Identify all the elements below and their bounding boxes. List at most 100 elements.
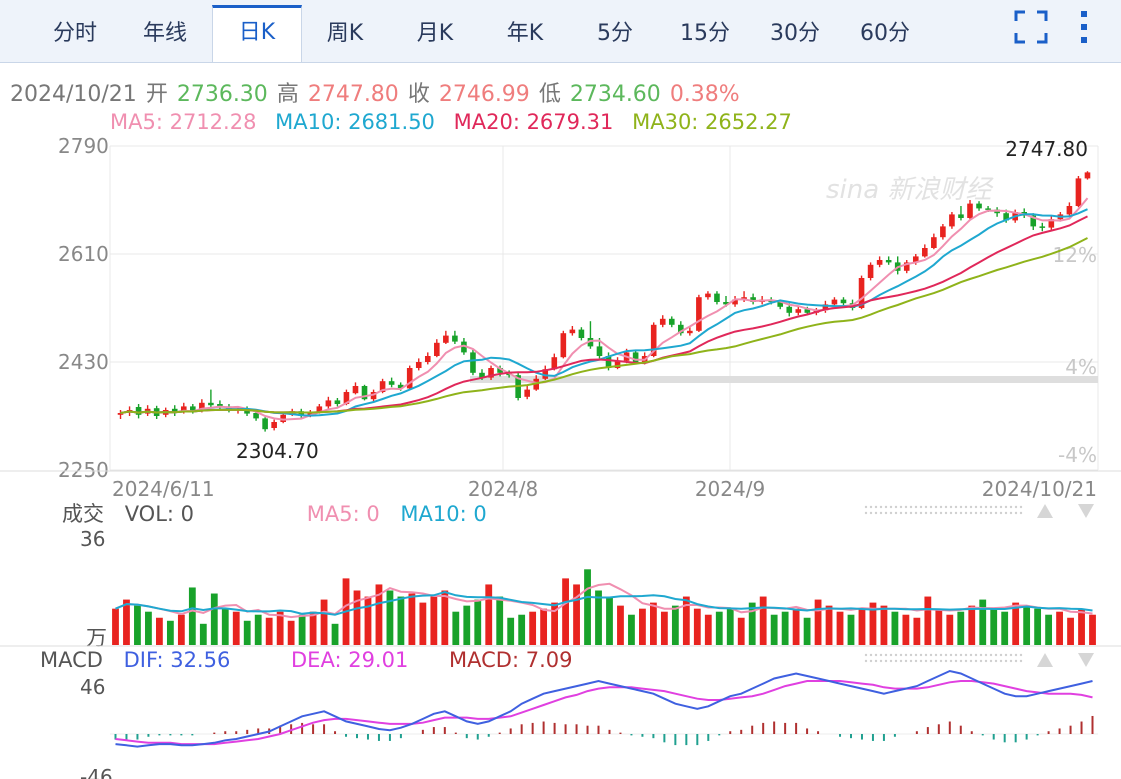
macd-scroll-dots — [924, 659, 928, 663]
candle-body — [298, 411, 305, 416]
volume-bar — [1001, 611, 1009, 645]
volume-bar — [166, 620, 174, 645]
volume-bar — [1023, 605, 1031, 645]
volume-bar — [715, 611, 723, 645]
candle-body — [1048, 219, 1055, 228]
macd-scroll-dots — [984, 659, 988, 663]
tab-2[interactable]: 日K — [212, 5, 302, 62]
min-price-label: 2304.70 — [236, 439, 319, 463]
tab-1[interactable]: 年线 — [142, 21, 187, 46]
volume-scroll-dots — [924, 511, 928, 515]
volume-scroll-dots — [954, 511, 958, 515]
volume-bar — [759, 596, 767, 645]
volume-bar — [803, 617, 811, 645]
volume-scroll-dots — [994, 511, 998, 515]
candle-body — [253, 413, 259, 419]
candle-body — [488, 368, 494, 378]
candle-body — [940, 226, 946, 238]
percent-tick-label: 4% — [1065, 355, 1097, 379]
macd-scroll-dots — [919, 659, 923, 663]
date-tick-label: 2024/8 — [468, 477, 538, 501]
tab-3[interactable]: 周K — [326, 21, 364, 46]
candle-body — [1066, 206, 1073, 215]
candle-body — [985, 208, 991, 210]
volume-bar — [880, 605, 888, 645]
candle-body — [379, 381, 386, 392]
volume-scroll-dots — [989, 505, 993, 509]
volume-bar — [177, 614, 185, 645]
volume-vol: VOL: 0 — [124, 502, 195, 526]
ma30-legend: MA30: 2652.27 — [632, 110, 792, 134]
tab-8[interactable]: 30分 — [770, 21, 820, 46]
volume-scroll-dots — [979, 505, 983, 509]
open-value: 2736.30 — [176, 82, 268, 107]
tab-9[interactable]: 60分 — [860, 21, 910, 46]
macd-tick-label: 46 — [80, 675, 105, 699]
volume-bar — [748, 602, 756, 645]
macd-scroll-dots — [944, 659, 948, 663]
fullscreen-icon[interactable] — [1014, 10, 1048, 48]
macd-scroll-dots — [1009, 659, 1013, 663]
ma5-line — [120, 197, 1089, 421]
tab-6[interactable]: 5分 — [597, 21, 633, 46]
low-value: 2734.60 — [569, 82, 661, 107]
tab-7[interactable]: 15分 — [680, 21, 730, 46]
macd-scroll-dots — [979, 659, 983, 663]
volume-bar — [540, 608, 548, 645]
macd-scroll-dots — [869, 653, 873, 657]
macd-scroll-dots — [934, 659, 938, 663]
volume-bar — [485, 584, 493, 645]
tab-4[interactable]: 月K — [416, 21, 454, 46]
volume-title: 成交 — [62, 502, 104, 526]
volume-scroll-dots — [914, 505, 918, 509]
tab-0[interactable]: 分时 — [52, 21, 97, 46]
volume-bar — [573, 584, 580, 645]
change-value: 0.38% — [669, 82, 740, 107]
more-vertical-icon[interactable] — [1076, 10, 1092, 48]
volume-scroll-dots — [889, 505, 893, 509]
price-tick-label: 2610 — [58, 242, 109, 266]
macd-scroll-dots — [864, 659, 868, 663]
volume-bar — [188, 587, 196, 645]
candle-body — [885, 260, 892, 263]
candle-body — [1039, 226, 1046, 228]
candle-body — [171, 408, 178, 413]
volume-bar — [287, 620, 295, 645]
volume-bar — [617, 605, 624, 645]
macd-scroll-dots — [994, 653, 998, 657]
volume-header: 成交 VOL: 0 MA5: 0 MA10: 0 — [62, 498, 501, 528]
volume-bar — [375, 584, 383, 645]
macd-title: MACD — [40, 648, 103, 672]
volume-scroll-dots — [1014, 505, 1018, 509]
macd-scroll-dots — [974, 659, 978, 663]
open-label: 开 — [145, 82, 168, 107]
volume-bar — [408, 593, 416, 645]
volume-scroll-dots — [934, 505, 938, 509]
candle-body — [461, 341, 467, 353]
volume-bar — [463, 605, 471, 645]
volume-scroll-dots — [874, 505, 878, 509]
candle-body — [271, 422, 277, 428]
volume-bar — [1089, 614, 1096, 645]
candle-body — [949, 214, 955, 227]
volume-scroll-dots — [964, 511, 968, 515]
macd-scroll-dots — [969, 659, 973, 663]
volume-scroll-dots — [944, 505, 948, 509]
macd-scroll-dots — [909, 659, 913, 663]
volume-scroll-dots — [1014, 511, 1018, 515]
volume-scroll-dots — [894, 511, 898, 515]
volume-scroll-dots — [869, 511, 873, 515]
volume-bar — [397, 596, 405, 645]
candle-body — [524, 389, 530, 397]
volume-bar — [430, 596, 438, 645]
macd-scroll-dots — [1014, 659, 1018, 663]
volume-bar — [595, 590, 602, 645]
volume-bar — [452, 611, 460, 645]
volume-bar — [386, 590, 394, 645]
macd-scroll-up-icon — [1037, 653, 1053, 667]
macd-scroll-down-icon — [1078, 653, 1094, 667]
tab-5[interactable]: 年K — [506, 21, 544, 46]
volume-scroll-dots — [974, 505, 978, 509]
candle-body — [687, 330, 693, 334]
